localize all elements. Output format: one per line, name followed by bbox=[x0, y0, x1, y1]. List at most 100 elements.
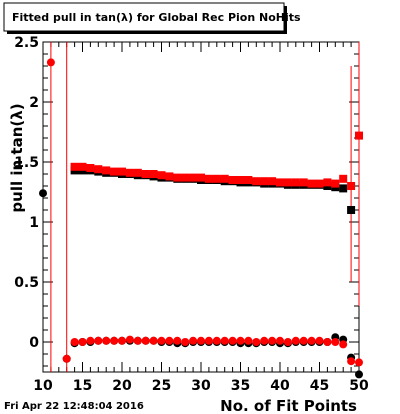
data-point-circle bbox=[94, 336, 103, 345]
data-point-circle bbox=[276, 336, 284, 345]
data-point-circle bbox=[165, 336, 174, 345]
data-point-circle bbox=[244, 336, 253, 345]
data-point-circle bbox=[189, 336, 198, 345]
data-point-square bbox=[299, 178, 308, 187]
data-point-circle bbox=[125, 335, 134, 344]
data-point-circle bbox=[149, 336, 158, 345]
data-point-square bbox=[220, 174, 229, 183]
chart-title: Fitted pull in tan(λ) for Global Rec Pio… bbox=[12, 11, 301, 24]
data-point-circle bbox=[252, 338, 261, 346]
data-point-circle bbox=[323, 338, 332, 346]
data-point-square bbox=[244, 176, 253, 184]
x-tick-label: 20 bbox=[112, 378, 132, 394]
data-point-square bbox=[197, 173, 205, 182]
data-point-circle bbox=[283, 338, 292, 346]
x-tick-label: 30 bbox=[191, 378, 211, 394]
data-point-circle bbox=[78, 338, 87, 346]
data-point-square bbox=[315, 179, 324, 188]
data-point-square bbox=[212, 174, 221, 183]
y-tick-label: 2 bbox=[29, 95, 39, 111]
data-point-square bbox=[355, 131, 363, 140]
data-point-circle bbox=[39, 189, 47, 198]
axes: 10 15 20 25 30 35 40 45 50 0 0.5 1 1.5 2 2.5 bbox=[14, 35, 369, 394]
data-point-square bbox=[347, 206, 356, 214]
data-point-circle bbox=[355, 358, 363, 367]
data-point-circle bbox=[141, 336, 150, 345]
data-point-circle bbox=[307, 336, 316, 345]
data-point-circle bbox=[331, 338, 340, 346]
x-tick-label: 45 bbox=[310, 378, 329, 394]
data-point-circle bbox=[118, 336, 126, 345]
data-point-square bbox=[339, 184, 348, 193]
y-tick-label: 0 bbox=[29, 335, 39, 351]
data-point-circle bbox=[173, 336, 182, 345]
y-tick-label: 1.5 bbox=[14, 155, 39, 171]
data-point-circle bbox=[291, 336, 300, 345]
y-axis-label: pull in tan(λ) bbox=[8, 103, 26, 212]
data-point-square bbox=[181, 173, 190, 182]
error-bars bbox=[42, 42, 360, 372]
data-point-square bbox=[118, 167, 126, 176]
data-point-circle bbox=[347, 357, 356, 366]
data-point-circle bbox=[315, 336, 324, 345]
data-point-square bbox=[268, 177, 277, 186]
data-point-square bbox=[125, 168, 134, 177]
data-point-square bbox=[323, 178, 332, 187]
data-point-square bbox=[276, 178, 284, 187]
data-point-circle bbox=[70, 338, 79, 346]
data-point-circle bbox=[133, 336, 142, 345]
data-point-square bbox=[141, 170, 150, 178]
data-point-circle bbox=[236, 336, 245, 345]
data-point-square bbox=[173, 173, 182, 182]
data-point-square bbox=[331, 179, 340, 188]
data-point-circle bbox=[204, 336, 213, 345]
data-point-square bbox=[339, 174, 348, 183]
data-point-circle bbox=[62, 354, 71, 363]
data-point-square bbox=[78, 162, 87, 171]
timestamp: Fri Apr 22 12:48:04 2016 bbox=[4, 401, 144, 412]
data-point-circle bbox=[355, 370, 363, 379]
data-point-square bbox=[283, 178, 292, 187]
data-point-square bbox=[252, 177, 261, 186]
data-point-circle bbox=[220, 336, 229, 345]
data-point-square bbox=[102, 166, 111, 175]
data-point-square bbox=[260, 177, 269, 186]
x-tick-label: 10 bbox=[33, 378, 53, 394]
data-point-square bbox=[149, 170, 158, 178]
x-tick-label: 25 bbox=[152, 378, 171, 394]
data-point-square bbox=[133, 168, 142, 177]
data-point-square bbox=[307, 179, 316, 188]
data-point-circle bbox=[102, 336, 111, 345]
data-point-square bbox=[291, 178, 300, 187]
data-point-circle bbox=[157, 336, 166, 345]
data-point-square bbox=[189, 173, 198, 182]
data-point-square bbox=[204, 174, 213, 183]
data-point-circle bbox=[260, 336, 269, 345]
data-markers bbox=[39, 58, 363, 379]
data-point-square bbox=[157, 171, 166, 180]
data-point-circle bbox=[110, 336, 119, 345]
y-tick-label: 2.5 bbox=[14, 35, 39, 51]
x-tick-label: 50 bbox=[349, 378, 369, 394]
x-tick-label: 15 bbox=[73, 378, 92, 394]
data-point-square bbox=[165, 172, 174, 181]
x-tick-label: 35 bbox=[231, 378, 250, 394]
title-box: Fitted pull in tan(λ) for Global Rec Pio… bbox=[3, 2, 301, 34]
y-tick-label: 1 bbox=[29, 215, 39, 231]
data-point-square bbox=[70, 162, 79, 171]
data-point-circle bbox=[46, 58, 55, 67]
x-axis-label: No. of Fit Points bbox=[220, 397, 357, 414]
plot-frame bbox=[42, 41, 360, 373]
data-point-circle bbox=[181, 338, 190, 346]
y-tick-label: 0.5 bbox=[14, 275, 39, 291]
data-point-circle bbox=[228, 336, 237, 345]
data-point-circle bbox=[339, 340, 348, 349]
data-point-circle bbox=[212, 336, 221, 345]
data-point-square bbox=[228, 176, 237, 184]
data-point-square bbox=[94, 165, 103, 174]
data-point-circle bbox=[86, 336, 95, 345]
data-point-circle bbox=[197, 336, 205, 345]
data-point-circle bbox=[299, 336, 308, 345]
data-point-square bbox=[110, 167, 119, 176]
